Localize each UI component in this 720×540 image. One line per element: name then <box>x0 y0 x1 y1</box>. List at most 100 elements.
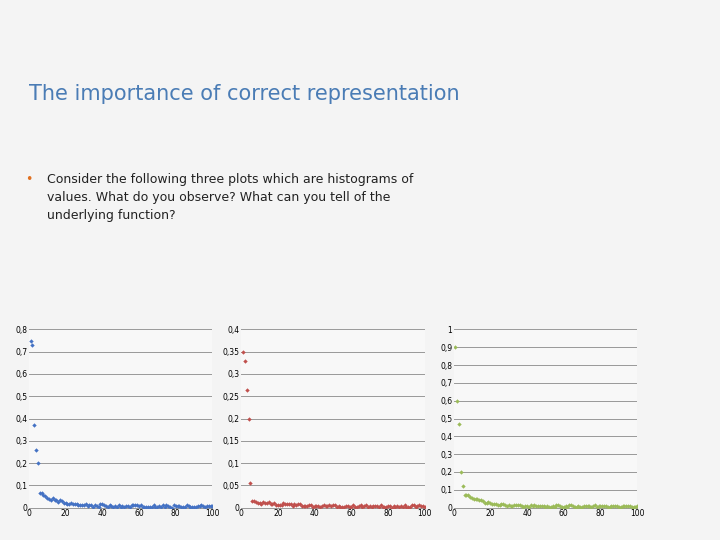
Point <box>146 503 158 511</box>
Point <box>415 502 427 510</box>
Point <box>556 502 567 511</box>
Point <box>174 501 185 510</box>
Point <box>611 501 623 510</box>
Point <box>588 502 599 511</box>
Point <box>109 502 121 510</box>
Point <box>164 503 176 511</box>
Point <box>564 501 575 510</box>
Point <box>312 502 324 511</box>
Point <box>618 502 630 510</box>
Point <box>331 502 343 511</box>
Point <box>629 503 641 512</box>
Point <box>256 500 267 508</box>
Point <box>74 501 86 509</box>
Point <box>82 502 94 510</box>
Point <box>468 495 480 503</box>
Point <box>595 501 606 510</box>
Point <box>303 500 315 509</box>
Point <box>505 502 516 510</box>
Point <box>569 503 580 511</box>
Point <box>562 502 573 511</box>
Point <box>34 489 45 498</box>
Point <box>518 502 529 511</box>
Point <box>495 500 507 509</box>
Point <box>298 502 310 511</box>
Point <box>390 503 401 511</box>
Point <box>243 414 254 423</box>
Point <box>282 500 293 509</box>
Point <box>624 501 636 510</box>
Point <box>406 501 418 509</box>
Point <box>199 503 211 511</box>
Point <box>279 500 291 508</box>
Point <box>578 502 590 511</box>
Point <box>283 500 294 508</box>
Point <box>549 503 560 511</box>
Point <box>172 501 184 510</box>
Point <box>507 502 518 510</box>
Point <box>42 494 53 502</box>
Text: The importance of correct representation: The importance of correct representation <box>29 84 459 104</box>
Point <box>395 502 407 510</box>
Point <box>289 500 300 508</box>
Point <box>315 502 326 511</box>
Point <box>481 499 492 508</box>
Point <box>369 502 381 510</box>
Point <box>69 500 81 509</box>
Point <box>163 501 174 510</box>
Point <box>127 501 139 510</box>
Point <box>392 502 403 510</box>
Point <box>78 501 89 509</box>
Point <box>597 502 608 510</box>
Point <box>335 502 346 511</box>
Point <box>534 502 546 510</box>
Point <box>558 503 570 512</box>
Point <box>490 499 502 508</box>
Point <box>276 501 287 510</box>
Point <box>412 502 423 510</box>
Point <box>475 496 487 505</box>
Point <box>104 501 115 510</box>
Point <box>156 503 167 511</box>
Point <box>621 502 632 510</box>
Point <box>60 499 71 508</box>
Point <box>575 503 586 511</box>
Point <box>602 503 613 511</box>
Point <box>552 501 564 510</box>
Point <box>472 495 483 503</box>
Point <box>300 502 311 510</box>
Point <box>626 503 637 511</box>
Point <box>356 503 368 511</box>
Point <box>62 500 73 508</box>
Point <box>89 501 101 509</box>
Point <box>119 502 130 511</box>
Point <box>100 502 112 511</box>
Point <box>56 497 68 505</box>
Point <box>91 502 102 511</box>
Point <box>598 502 610 510</box>
Point <box>545 503 557 512</box>
Point <box>189 502 200 511</box>
Point <box>84 501 95 509</box>
Point <box>63 500 75 508</box>
Point <box>461 490 472 499</box>
Point <box>111 503 122 511</box>
Point <box>591 503 603 511</box>
Point <box>54 496 66 504</box>
Point <box>419 503 431 511</box>
Point <box>270 501 282 509</box>
Point <box>204 502 216 510</box>
Point <box>150 502 161 511</box>
Point <box>148 501 159 510</box>
Point <box>501 501 513 510</box>
Point <box>170 501 181 510</box>
Point <box>140 503 152 512</box>
Point <box>585 503 597 512</box>
Point <box>384 502 396 510</box>
Point <box>451 396 463 405</box>
Point <box>114 502 127 511</box>
Point <box>540 503 552 511</box>
Point <box>143 502 154 511</box>
Point <box>402 502 414 511</box>
Point <box>151 503 163 511</box>
